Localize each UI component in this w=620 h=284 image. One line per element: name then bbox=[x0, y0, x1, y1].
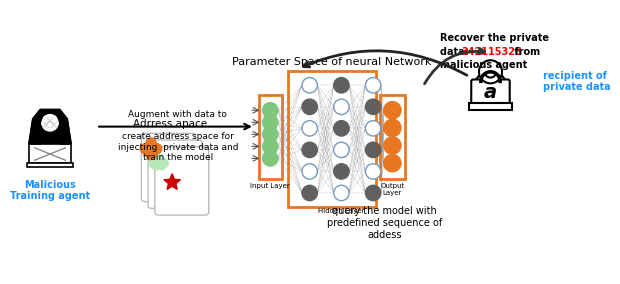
Polygon shape bbox=[29, 109, 71, 144]
Circle shape bbox=[384, 154, 401, 172]
FancyBboxPatch shape bbox=[469, 103, 512, 110]
Polygon shape bbox=[58, 109, 71, 144]
Circle shape bbox=[365, 185, 381, 201]
Circle shape bbox=[302, 142, 317, 158]
Circle shape bbox=[40, 113, 60, 132]
Circle shape bbox=[149, 158, 159, 168]
Text: data:: data: bbox=[440, 47, 472, 57]
Text: query the model with
predefined sequence of
addess: query the model with predefined sequence… bbox=[327, 206, 442, 240]
Circle shape bbox=[479, 60, 502, 83]
Circle shape bbox=[334, 142, 349, 158]
Circle shape bbox=[365, 121, 381, 136]
FancyBboxPatch shape bbox=[471, 80, 510, 105]
FancyBboxPatch shape bbox=[148, 140, 202, 208]
Text: from: from bbox=[511, 47, 540, 57]
Polygon shape bbox=[473, 76, 508, 83]
Text: Output
Layer: Output Layer bbox=[380, 183, 404, 196]
Text: Input Layer: Input Layer bbox=[250, 183, 290, 189]
Circle shape bbox=[302, 78, 317, 93]
Circle shape bbox=[365, 142, 381, 158]
FancyBboxPatch shape bbox=[141, 133, 195, 202]
Text: Hidden Layer: Hidden Layer bbox=[318, 208, 365, 214]
Circle shape bbox=[302, 185, 317, 201]
Circle shape bbox=[365, 78, 381, 93]
Circle shape bbox=[262, 139, 278, 154]
FancyBboxPatch shape bbox=[155, 147, 209, 215]
Circle shape bbox=[302, 121, 317, 136]
Polygon shape bbox=[29, 109, 42, 144]
Circle shape bbox=[384, 102, 401, 119]
Circle shape bbox=[334, 164, 349, 179]
Circle shape bbox=[334, 121, 349, 136]
Circle shape bbox=[334, 185, 349, 201]
Text: Malicious
Training agent: Malicious Training agent bbox=[10, 179, 90, 201]
Text: Recover the private: Recover the private bbox=[440, 33, 549, 43]
Circle shape bbox=[334, 78, 349, 93]
Text: Adrress apace: Adrress apace bbox=[133, 120, 207, 130]
Circle shape bbox=[262, 151, 278, 166]
Circle shape bbox=[302, 164, 317, 179]
Circle shape bbox=[302, 99, 317, 114]
Circle shape bbox=[145, 149, 157, 160]
Text: 342115328: 342115328 bbox=[462, 47, 523, 57]
Circle shape bbox=[140, 143, 151, 154]
Polygon shape bbox=[164, 174, 180, 189]
Text: recipient of
private data: recipient of private data bbox=[543, 71, 611, 92]
Circle shape bbox=[146, 144, 156, 154]
Text: Parameter Space of neural Network: Parameter Space of neural Network bbox=[232, 57, 432, 67]
Text: a: a bbox=[484, 83, 497, 103]
FancyBboxPatch shape bbox=[29, 144, 71, 163]
Circle shape bbox=[157, 162, 166, 170]
Circle shape bbox=[384, 137, 401, 154]
Circle shape bbox=[154, 154, 164, 164]
FancyBboxPatch shape bbox=[27, 163, 73, 167]
Circle shape bbox=[152, 162, 159, 170]
Circle shape bbox=[159, 158, 168, 168]
Circle shape bbox=[384, 119, 401, 137]
Circle shape bbox=[262, 127, 278, 142]
Circle shape bbox=[262, 114, 278, 130]
Circle shape bbox=[365, 99, 381, 114]
Circle shape bbox=[145, 137, 157, 149]
Circle shape bbox=[262, 103, 278, 118]
Text: Augment with data to: Augment with data to bbox=[128, 110, 228, 119]
Circle shape bbox=[365, 164, 381, 179]
Text: malicious agent: malicious agent bbox=[440, 60, 528, 70]
Circle shape bbox=[151, 143, 162, 154]
Circle shape bbox=[334, 99, 349, 114]
Text: create address space for
injecting  private data and
train the model: create address space for injecting priva… bbox=[118, 132, 238, 162]
